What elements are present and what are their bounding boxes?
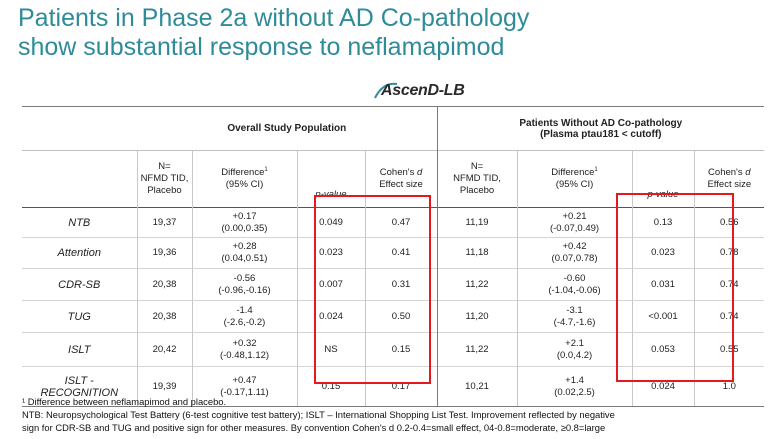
logo-text: AscenD-LB (381, 82, 465, 99)
footnote: ¹ Difference between neflamapimod and pl… (22, 396, 615, 433)
ascend-lb-logo: AscenD-LB (373, 80, 483, 104)
table-row: TUG 20,38 -1.4 (-2.6,-0.2) 0.024 0.50 11,… (22, 300, 765, 333)
col-n: N= NFMD TID, Placebo (136, 150, 192, 208)
col-p-value: p-value (296, 150, 365, 208)
table-row: ISLT 20,42 +0.32 (-0.48,1.12) NS 0.15 11,… (22, 332, 765, 367)
col-difference-2: Difference1 (95% CI) (516, 150, 633, 208)
table-row: CDR-SB 20,38 -0.56 (-0.96,-0.16) 0.007 0.… (22, 268, 765, 301)
col-n-2: N= NFMD TID, Placebo (436, 150, 518, 208)
highlight-box-without (616, 193, 734, 382)
col-difference: Difference1 (95% CI) (191, 150, 297, 208)
table-row: Attention 19,36 +0.28 (0.04,0.51) 0.023 0… (22, 237, 765, 269)
group-without-header: Patients Without AD Co-pathology (Plasma… (436, 106, 765, 151)
col-cohens-d-2: Cohen's d Effect size (693, 150, 765, 208)
col-cohens-d: Cohen's d Effect size (364, 150, 438, 208)
table-row: NTB 19,37 +0.17 (0.00,0.35) 0.049 0.47 11… (22, 207, 765, 238)
results-table: Overall Study Population Patients Withou… (22, 106, 765, 407)
group-overall-header: Overall Study Population (227, 123, 347, 134)
col-p-value-2: p-value (631, 150, 695, 208)
table-row: ISLT - RECOGNITION 19,39 +0.47 (-0.17,1.11… (22, 366, 765, 407)
logo-swoosh-icon (374, 82, 398, 99)
slide-title: Patients in Phase 2a without AD Co-patho… (18, 4, 530, 61)
highlight-box-overall (314, 195, 431, 384)
